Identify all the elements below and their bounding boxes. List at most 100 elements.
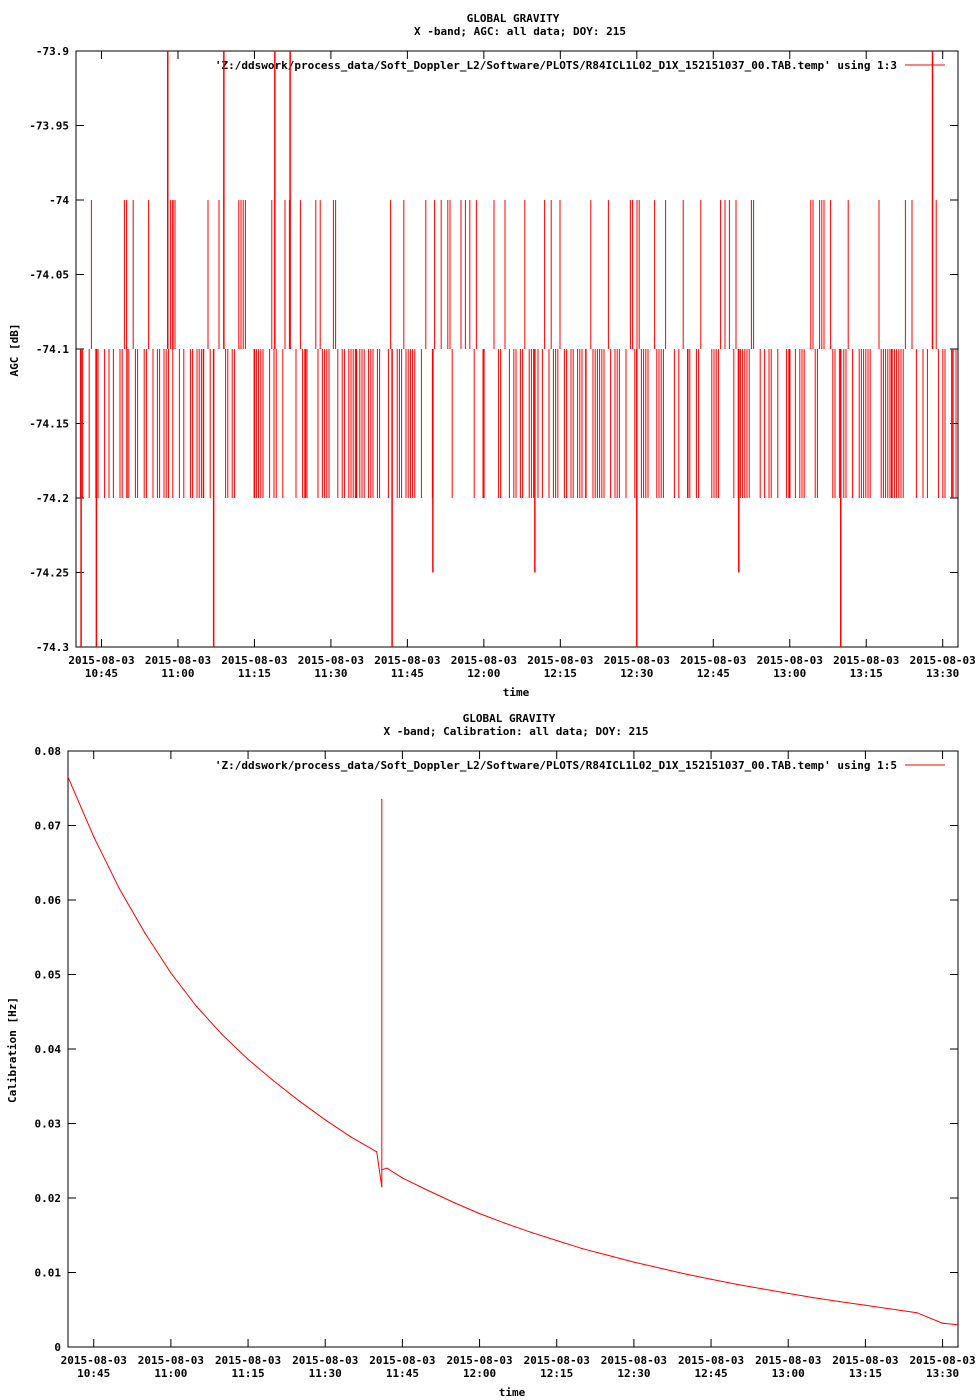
- data-point: [401, 1177, 403, 1179]
- x-tick-date: 2015-08-03: [832, 1354, 898, 1367]
- y-tick-label: 0.05: [35, 969, 62, 982]
- x-tick-time: 11:30: [309, 1367, 342, 1380]
- data-point: [839, 1300, 841, 1303]
- data-point: [144, 932, 146, 935]
- chart-subtitle: X -band; Calibration: all data; DOY: 215: [384, 725, 649, 738]
- y-tick-label: 0.01: [35, 1267, 62, 1280]
- x-tick-time: 11:15: [231, 1367, 264, 1380]
- y-tick-label: 0.08: [35, 745, 62, 758]
- data-point: [556, 1239, 558, 1242]
- data-point: [170, 972, 172, 974]
- data-point: [196, 1005, 198, 1008]
- data-point: [298, 1100, 301, 1102]
- x-axis-label: time: [499, 1386, 526, 1399]
- chart-title: GLOBAL GRAVITY: [467, 12, 560, 25]
- x-tick-date: 2015-08-03: [292, 1354, 358, 1367]
- y-tick-label: 0.04: [35, 1043, 62, 1056]
- x-tick-time: 13:30: [926, 1367, 959, 1380]
- calibration-chart: GLOBAL GRAVITY X -band; Calibration: all…: [6, 712, 976, 1399]
- x-tick-time: 10:45: [85, 667, 118, 680]
- data-point: [684, 1273, 686, 1275]
- data-point: [710, 1278, 712, 1280]
- legend-label: 'Z:/ddswork/process_data/Soft_Doppler_L2…: [215, 759, 897, 772]
- y-tick-label: 0.03: [35, 1118, 62, 1131]
- data-point: [324, 1119, 326, 1121]
- data-point: [530, 1231, 532, 1233]
- data-point: [350, 1136, 352, 1138]
- y-tick-label: 0.06: [35, 894, 62, 907]
- data-point: [761, 1288, 764, 1290]
- chart-subtitle: X -band; AGC: all data; DOY: 215: [414, 25, 626, 38]
- data-point: [607, 1254, 609, 1256]
- y-tick-label: -74.1: [36, 343, 69, 356]
- x-tick-time: 13:00: [772, 1367, 805, 1380]
- data-point: [427, 1189, 429, 1192]
- x-tick-time: 10:45: [77, 1367, 110, 1380]
- y-tick-label: 0.07: [35, 820, 62, 833]
- x-tick-time: 13:30: [926, 667, 959, 680]
- data-point: [736, 1283, 738, 1286]
- x-tick-date: 2015-08-03: [145, 654, 211, 667]
- data-point: [864, 1304, 866, 1306]
- x-tick-date: 2015-08-03: [369, 1354, 435, 1367]
- legend-label: 'Z:/ddswork/process_data/Soft_Doppler_L2…: [215, 59, 897, 72]
- x-tick-date: 2015-08-03: [451, 654, 517, 667]
- data-point: [381, 1186, 383, 1188]
- y-axis-label: AGC [dB]: [8, 324, 21, 377]
- x-tick-date: 2015-08-03: [678, 1354, 744, 1367]
- data-point: [376, 1151, 378, 1153]
- series-noise: [79, 200, 957, 498]
- series-group: [79, 51, 957, 647]
- data-point: [890, 1308, 892, 1310]
- x-tick-time: 13:15: [850, 667, 883, 680]
- x-tick-date: 2015-08-03: [524, 1354, 590, 1367]
- data-point: [93, 836, 95, 838]
- x-tick-time: 11:00: [161, 667, 194, 680]
- x-tick-date: 2015-08-03: [601, 1354, 667, 1367]
- y-tick-label: -74.05: [29, 269, 69, 282]
- x-tick-time: 11:45: [391, 667, 424, 680]
- y-tick-label: 0: [54, 1341, 61, 1354]
- x-tick-date: 2015-08-03: [298, 654, 364, 667]
- data-point: [247, 1058, 249, 1061]
- x-tick-time: 12:00: [467, 667, 500, 680]
- y-axis-label: Calibration [Hz]: [6, 997, 19, 1103]
- data-point: [221, 1034, 223, 1036]
- agc-chart: GLOBAL GRAVITY X -band; AGC: all data; D…: [8, 12, 976, 699]
- x-tick-time: 11:15: [238, 667, 271, 680]
- x-tick-date: 2015-08-03: [221, 654, 287, 667]
- data-point: [381, 798, 383, 801]
- plot-frame: [67, 750, 959, 1348]
- x-tick-date: 2015-08-03: [374, 654, 440, 667]
- data-point: [916, 1312, 918, 1314]
- data-point: [659, 1267, 661, 1269]
- x-tick-date: 2015-08-03: [755, 1354, 821, 1367]
- data-point: [581, 1248, 584, 1250]
- y-tick-label: -74.3: [36, 641, 69, 654]
- x-tick-time: 13:00: [773, 667, 806, 680]
- x-tick-date: 2015-08-03: [215, 1354, 281, 1367]
- x-tick-time: 12:15: [540, 1367, 573, 1380]
- data-point: [68, 776, 69, 778]
- y-tick-label: -74: [49, 194, 69, 207]
- data-point: [273, 1080, 275, 1082]
- x-axis-label: time: [503, 686, 530, 699]
- x-tick-date: 2015-08-03: [61, 1354, 127, 1367]
- data-point: [633, 1261, 635, 1263]
- data-point: [478, 1213, 481, 1215]
- y-tick-label: -74.25: [29, 567, 69, 580]
- x-tick-time: 12:45: [695, 1367, 728, 1380]
- x-tick-time: 11:30: [314, 667, 347, 680]
- x-tick-time: 12:45: [697, 667, 730, 680]
- x-tick-time: 12:30: [617, 1367, 650, 1380]
- series-group: [68, 776, 958, 1326]
- y-tick-label: -73.95: [29, 120, 69, 133]
- x-tick-date: 2015-08-03: [909, 1354, 975, 1367]
- x-tick-date: 2015-08-03: [757, 654, 823, 667]
- y-tick-label: -74.15: [29, 418, 69, 431]
- series-line: [68, 776, 958, 1326]
- data-point: [386, 1167, 388, 1169]
- x-tick-date: 2015-08-03: [138, 1354, 204, 1367]
- x-tick-date: 2015-08-03: [833, 654, 899, 667]
